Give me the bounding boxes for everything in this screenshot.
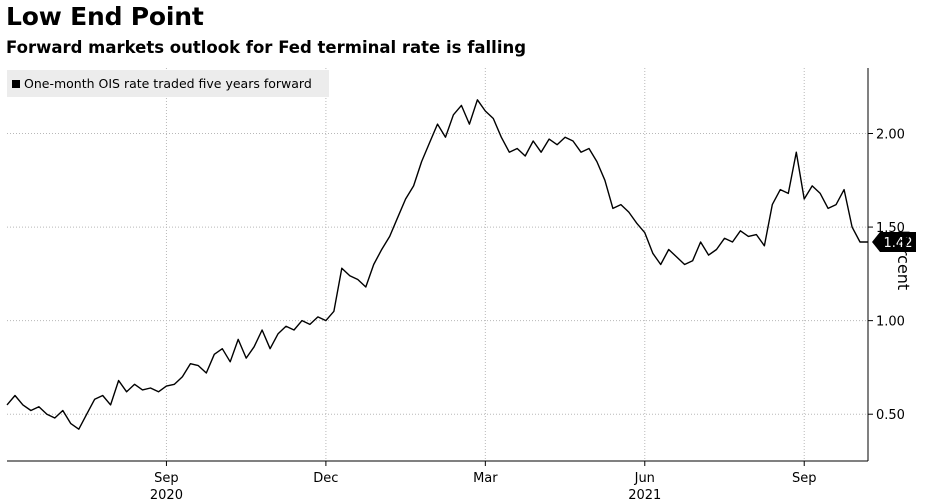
legend-label: One-month OIS rate traded five years for… (24, 76, 312, 91)
chart-title: Low End Point (6, 2, 204, 31)
y-axis-label: Percent (894, 230, 913, 291)
x-tick-label: Sep (154, 471, 179, 486)
x-tick-label: Dec (313, 471, 338, 486)
x-year-label: 2020 (150, 488, 183, 503)
chart-subtitle: Forward markets outlook for Fed terminal… (6, 38, 527, 57)
series-line (6, 99, 868, 430)
y-tick-label: 0.50 (876, 408, 905, 423)
last-value-badge (872, 232, 916, 253)
legend-swatch (12, 79, 20, 88)
y-tick-label: 1.00 (876, 315, 905, 330)
x-year-label: 2021 (628, 488, 661, 503)
last-value-label: 1.42 (884, 236, 913, 251)
y-tick-label: 2.00 (876, 128, 905, 143)
x-tick-label: Jun (634, 471, 655, 486)
legend: One-month OIS rate traded five years for… (7, 70, 329, 97)
x-tick-label: Mar (473, 471, 498, 486)
x-tick-label: Sep (792, 471, 817, 486)
